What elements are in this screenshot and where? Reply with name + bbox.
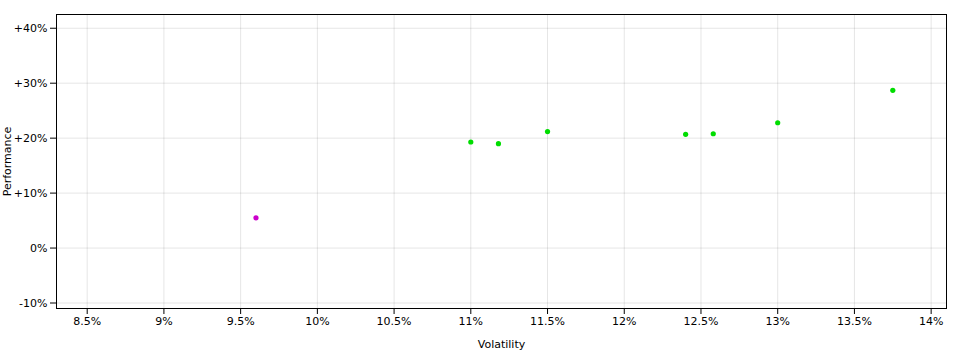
svg-text:-10%: -10% xyxy=(19,297,47,310)
svg-text:13%: 13% xyxy=(765,315,789,328)
svg-text:9.5%: 9.5% xyxy=(227,315,255,328)
svg-text:13.5%: 13.5% xyxy=(837,315,872,328)
svg-text:10%: 10% xyxy=(305,315,329,328)
svg-text:10.5%: 10.5% xyxy=(377,315,412,328)
svg-text:+30%: +30% xyxy=(14,77,48,90)
svg-text:11%: 11% xyxy=(459,315,483,328)
svg-text:+40%: +40% xyxy=(14,22,48,35)
svg-text:Performance: Performance xyxy=(1,126,14,196)
svg-text:0%: 0% xyxy=(30,242,47,255)
svg-text:+10%: +10% xyxy=(14,187,48,200)
svg-text:12%: 12% xyxy=(612,315,636,328)
svg-text:9%: 9% xyxy=(155,315,172,328)
svg-text:Volatility: Volatility xyxy=(478,338,526,350)
svg-text:8.5%: 8.5% xyxy=(73,315,101,328)
svg-text:11.5%: 11.5% xyxy=(530,315,565,328)
svg-text:12.5%: 12.5% xyxy=(684,315,719,328)
svg-text:14%: 14% xyxy=(919,315,943,328)
svg-text:+20%: +20% xyxy=(14,132,48,145)
